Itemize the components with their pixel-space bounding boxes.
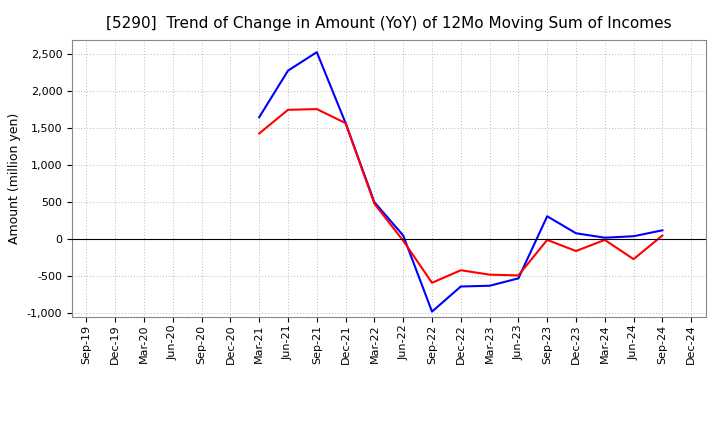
- Net Income: [312, 106, 321, 112]
- Net Income: [341, 121, 350, 126]
- Ordinary Income: [514, 276, 523, 281]
- Net Income: [600, 237, 609, 242]
- Net Income: [428, 280, 436, 286]
- Net Income: [629, 257, 638, 262]
- Ordinary Income: [485, 283, 494, 288]
- Line: Ordinary Income: Ordinary Income: [259, 52, 662, 312]
- Net Income: [658, 233, 667, 238]
- Ordinary Income: [341, 121, 350, 126]
- Net Income: [456, 268, 465, 273]
- Ordinary Income: [255, 114, 264, 120]
- Net Income: [284, 107, 292, 113]
- Net Income: [543, 237, 552, 242]
- Ordinary Income: [629, 234, 638, 239]
- Net Income: [514, 273, 523, 278]
- Line: Net Income: Net Income: [259, 109, 662, 283]
- Ordinary Income: [312, 50, 321, 55]
- Ordinary Income: [600, 235, 609, 240]
- Ordinary Income: [456, 284, 465, 289]
- Net Income: [399, 238, 408, 243]
- Ordinary Income: [658, 227, 667, 233]
- Ordinary Income: [370, 200, 379, 205]
- Net Income: [370, 201, 379, 206]
- Ordinary Income: [543, 214, 552, 219]
- Ordinary Income: [572, 231, 580, 236]
- Net Income: [572, 248, 580, 253]
- Ordinary Income: [399, 233, 408, 238]
- Net Income: [485, 272, 494, 277]
- Net Income: [255, 131, 264, 136]
- Title: [5290]  Trend of Change in Amount (YoY) of 12Mo Moving Sum of Incomes: [5290] Trend of Change in Amount (YoY) o…: [106, 16, 672, 32]
- Y-axis label: Amount (million yen): Amount (million yen): [8, 113, 21, 244]
- Ordinary Income: [428, 309, 436, 314]
- Ordinary Income: [284, 68, 292, 73]
